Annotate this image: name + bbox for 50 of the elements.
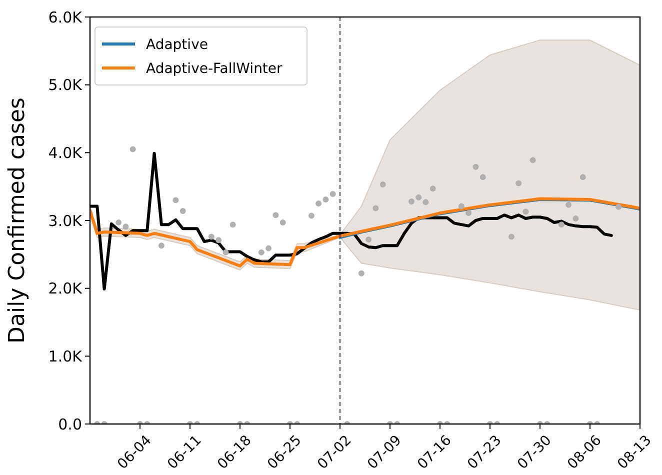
point [280,220,286,226]
point [272,212,279,218]
point [372,205,379,212]
point [122,224,129,230]
point [566,202,572,208]
point [130,146,136,152]
point [508,234,514,240]
point [216,237,222,244]
point [330,191,336,198]
point [430,186,436,192]
point [322,196,329,202]
legend-label: Adaptive-FallWinter [146,60,283,77]
point [522,208,529,215]
y-axis-title: Daily Confirmed cases [5,98,30,344]
point [380,182,386,188]
point [180,208,186,214]
point [266,245,272,252]
point [308,212,314,219]
y-tick-label: 5.0K [48,76,84,94]
y-tick-label: 0.0 [58,415,82,434]
point [422,199,429,206]
y-tick-label: 6.0K [48,8,84,26]
point [358,270,364,276]
point [208,234,214,240]
y-tick-label: 4.0K [48,144,84,162]
point [558,222,564,228]
point [116,220,122,226]
y-tick-label: 2.0K [48,280,84,298]
point [458,203,464,210]
point [530,157,536,164]
point [258,249,264,256]
point [408,198,414,205]
point [516,180,522,186]
line-series [90,197,640,268]
point [222,249,229,256]
point [158,242,164,249]
point [466,210,472,216]
point [172,197,179,204]
point [572,215,579,222]
point [580,174,586,180]
point [480,174,486,180]
y-tick-label: 1.0K [48,347,84,366]
point [316,200,322,207]
point [616,204,622,210]
point [416,194,422,200]
legend-label: Adaptive [146,36,208,53]
y-tick-label: 3.0K [48,212,84,230]
point [230,222,236,228]
point [472,164,479,170]
point [366,236,372,242]
